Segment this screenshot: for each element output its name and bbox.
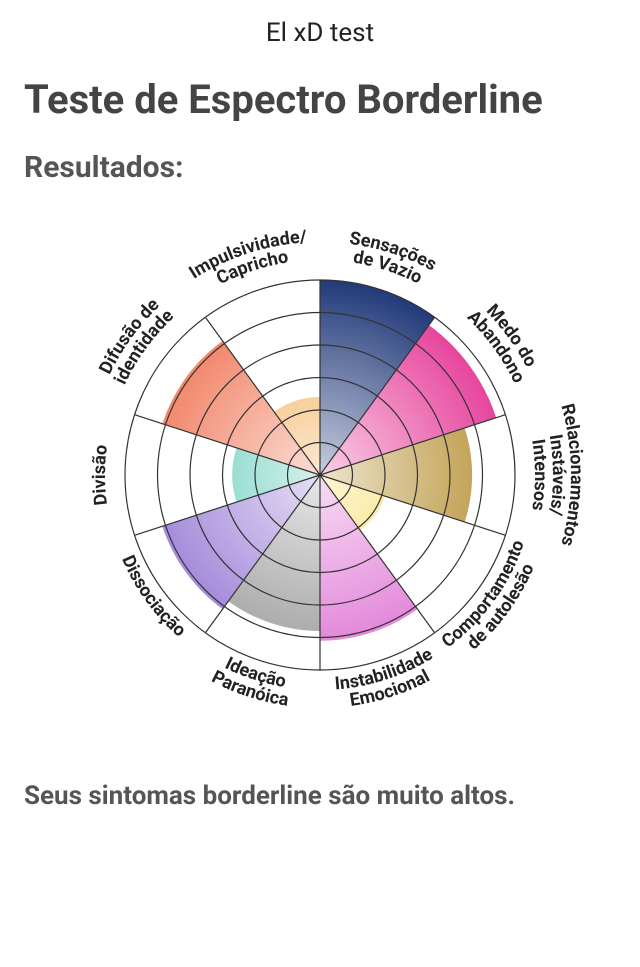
radar-chart-container: Sensaçõesde VazioMedo doAbandonoRelacion… [24,205,616,745]
page-title: Teste de Espectro Borderline [24,76,616,124]
result-summary: Seus sintomas borderline são muito altos… [24,777,616,816]
radar-chart: Sensaçõesde VazioMedo doAbandonoRelacion… [50,205,590,745]
page-header: El xD test [24,18,616,48]
slice-label-2-2: Intensos [527,438,551,512]
slice-label-7-0: Divisão [89,444,112,507]
results-label: Resultados: [24,150,616,185]
